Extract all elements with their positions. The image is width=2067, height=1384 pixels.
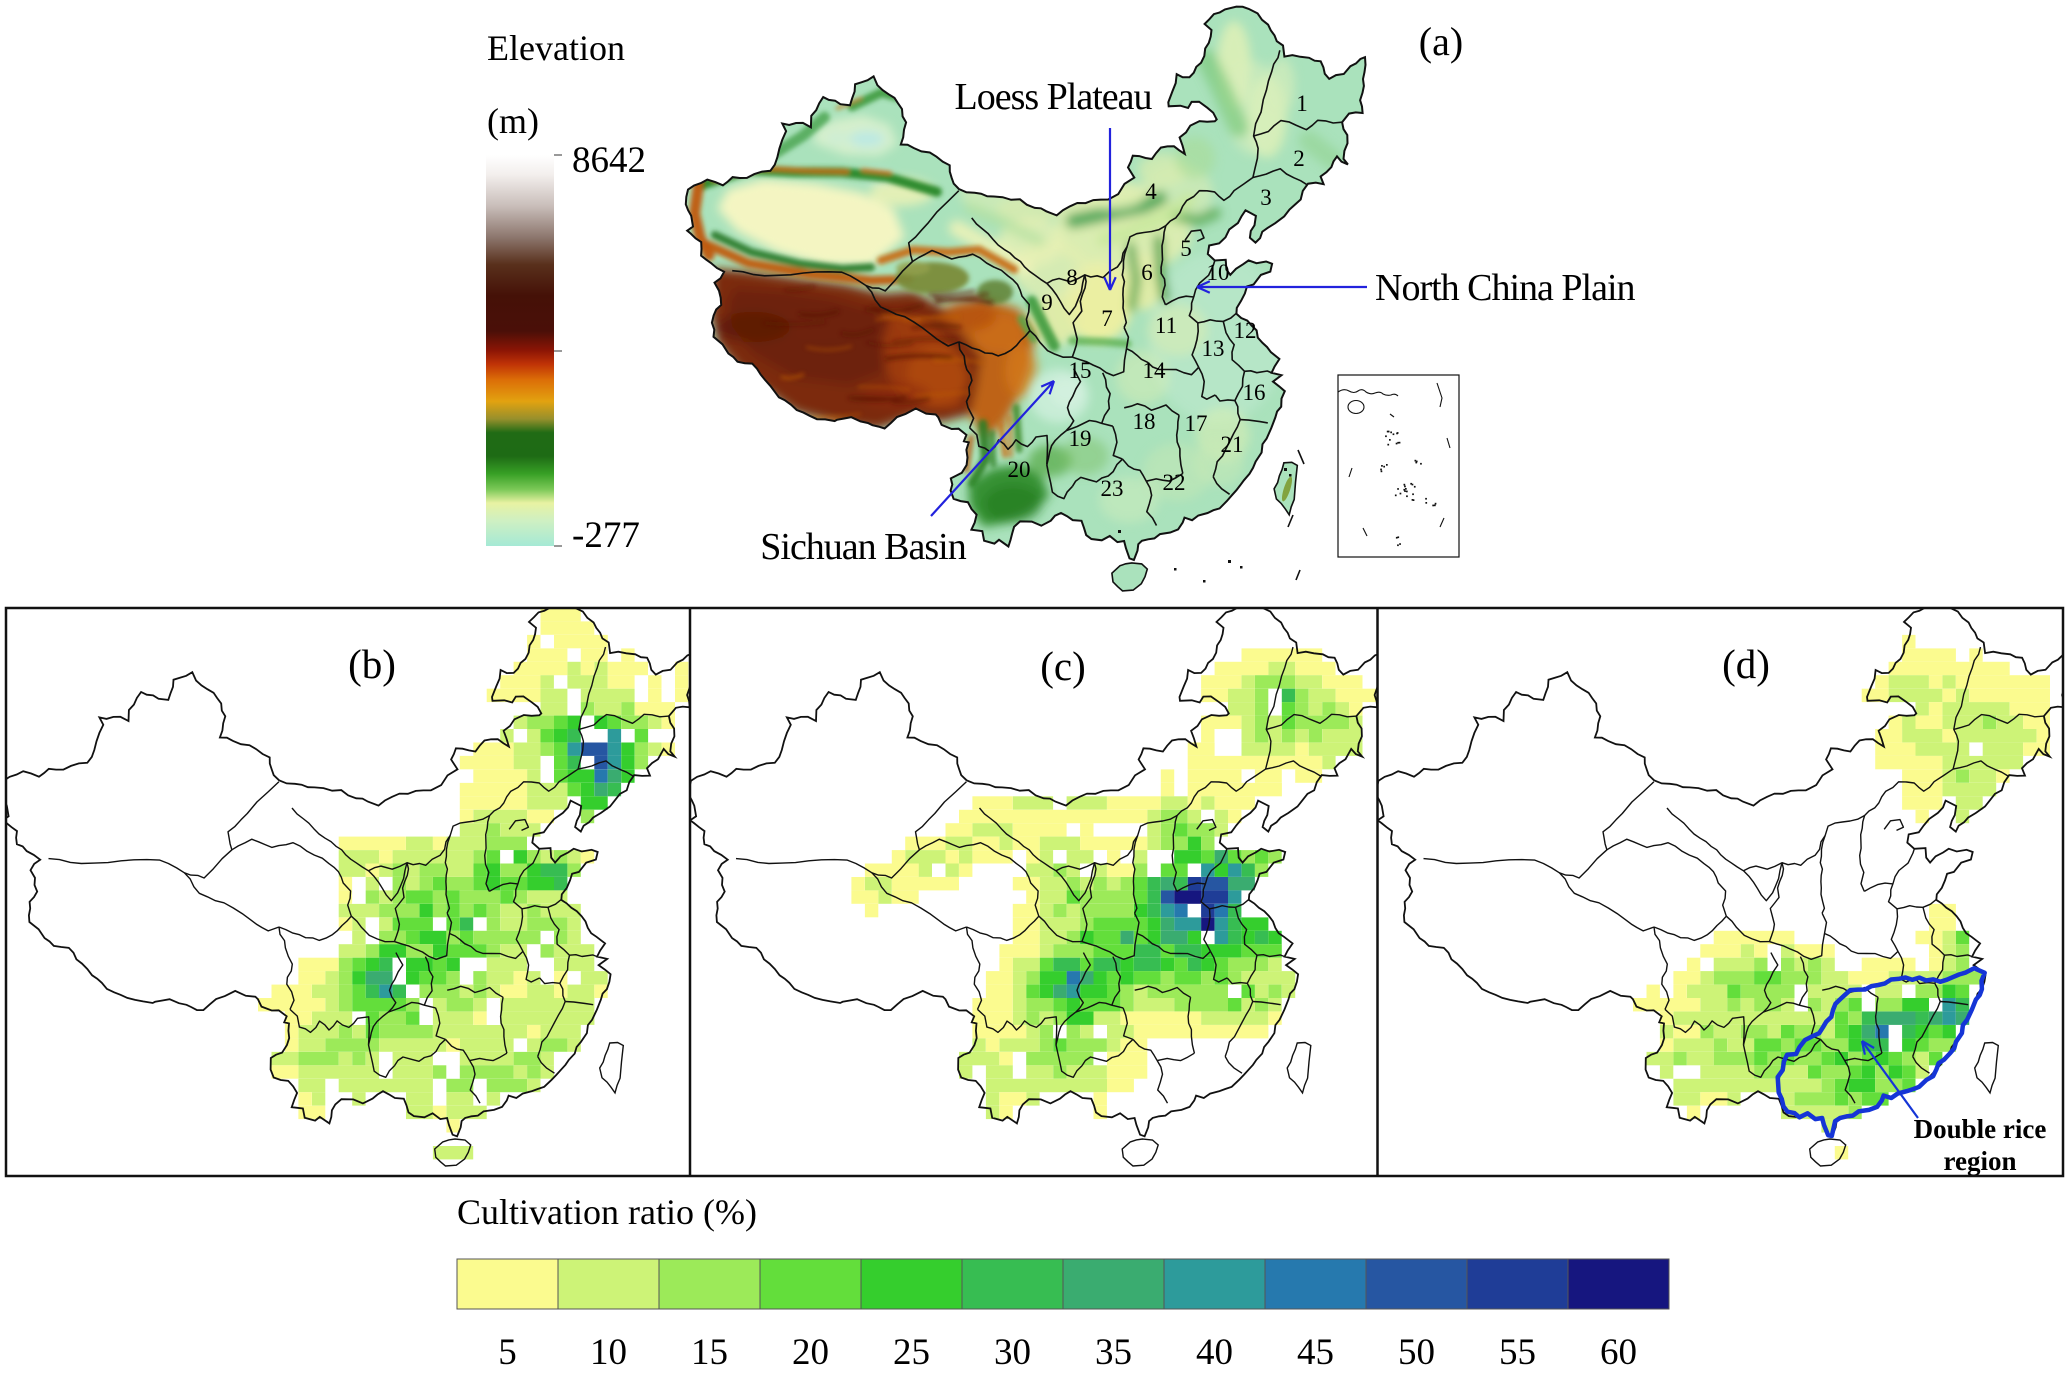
svg-text:10: 10 <box>590 1332 627 1373</box>
svg-text:3: 3 <box>1260 185 1272 210</box>
svg-text:1: 1 <box>1296 91 1308 116</box>
svg-text:(m): (m) <box>487 101 539 141</box>
svg-text:5: 5 <box>1180 236 1192 261</box>
svg-text:region: region <box>1944 1146 2017 1176</box>
svg-text:10: 10 <box>1207 260 1230 285</box>
svg-text:14: 14 <box>1143 358 1167 383</box>
svg-text:15: 15 <box>691 1332 728 1373</box>
svg-text:25: 25 <box>893 1332 930 1373</box>
svg-text:16: 16 <box>1243 380 1266 405</box>
svg-text:30: 30 <box>994 1332 1031 1373</box>
svg-text:-277: -277 <box>572 515 640 556</box>
svg-text:60: 60 <box>1600 1332 1637 1373</box>
svg-text:21: 21 <box>1221 432 1244 457</box>
svg-text:20: 20 <box>792 1332 829 1373</box>
svg-text:20: 20 <box>1008 457 1031 482</box>
svg-text:55: 55 <box>1499 1332 1536 1373</box>
svg-text:50: 50 <box>1398 1332 1435 1373</box>
svg-text:Double rice: Double rice <box>1914 1114 2047 1144</box>
svg-text:8642: 8642 <box>572 140 646 181</box>
svg-text:Elevation: Elevation <box>487 28 625 68</box>
svg-text:Sichuan Basin: Sichuan Basin <box>760 526 966 568</box>
svg-text:4: 4 <box>1145 179 1157 204</box>
svg-text:North China Plain: North China Plain <box>1375 267 1636 309</box>
svg-text:15: 15 <box>1069 358 1092 383</box>
svg-text:(a): (a) <box>1419 19 1463 64</box>
svg-text:23: 23 <box>1101 476 1124 501</box>
svg-text:19: 19 <box>1069 426 1092 451</box>
svg-text:11: 11 <box>1155 313 1177 338</box>
svg-text:5: 5 <box>498 1332 517 1373</box>
svg-text:18: 18 <box>1133 409 1156 434</box>
svg-text:Cultivation ratio (%): Cultivation ratio (%) <box>457 1192 757 1232</box>
svg-text:45: 45 <box>1297 1332 1334 1373</box>
svg-text:13: 13 <box>1202 336 1225 361</box>
svg-text:7: 7 <box>1101 306 1113 331</box>
svg-text:22: 22 <box>1163 470 1186 495</box>
svg-text:(b): (b) <box>348 641 396 687</box>
svg-text:2: 2 <box>1293 146 1305 171</box>
svg-text:35: 35 <box>1095 1332 1132 1373</box>
svg-text:17: 17 <box>1185 411 1208 436</box>
svg-text:9: 9 <box>1041 290 1053 315</box>
svg-text:6: 6 <box>1141 260 1153 285</box>
svg-text:12: 12 <box>1234 318 1257 343</box>
svg-text:Loess Plateau: Loess Plateau <box>954 76 1152 118</box>
svg-text:40: 40 <box>1196 1332 1233 1373</box>
svg-text:8: 8 <box>1066 265 1078 290</box>
svg-text:(d): (d) <box>1722 641 1770 687</box>
svg-text:(c): (c) <box>1040 643 1086 689</box>
